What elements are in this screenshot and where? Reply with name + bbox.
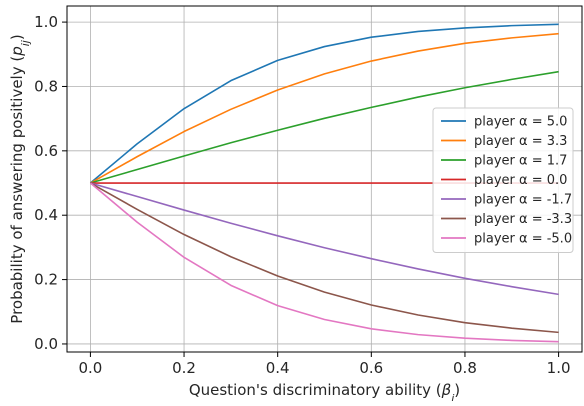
legend-label-6: player α = -5.0: [474, 232, 572, 247]
series-line-0: [89, 23, 559, 184]
plot-area-frame: [66, 5, 583, 353]
legend-label-4: player α = -1.7: [474, 193, 572, 208]
y-tick-label: 1.0: [34, 13, 58, 31]
series-lines: [89, 23, 559, 343]
x-tick-label: 0.0: [78, 359, 102, 377]
legend-label-0: player α = 5.0: [474, 115, 567, 130]
y-tick-label: 0.8: [34, 77, 58, 95]
y-tick-label: 0.4: [34, 206, 58, 224]
x-tick-label: 0.6: [359, 359, 383, 377]
y-tick-label: 0.0: [34, 335, 58, 353]
x-tick-label: 0.8: [453, 359, 477, 377]
legend-label-3: player α = 0.0: [474, 173, 567, 188]
legend-label-1: player α = 3.3: [474, 134, 567, 149]
y-axis-label: Probability of answering positively (pij…: [8, 34, 32, 323]
series-line-2: [90, 70, 559, 184]
legend-box: [432, 107, 574, 253]
x-tick-label: 0.2: [172, 359, 196, 377]
legend-label-2: player α = 1.7: [474, 154, 567, 169]
series-line-1: [90, 32, 559, 184]
series-line-5: [90, 182, 559, 334]
legend-label-5: player α = -3.3: [474, 212, 572, 227]
legend: player α = 5.0 player α = 3.3 player α = 1…: [432, 107, 574, 253]
ticks: 0.0 0.2 0.4 0.6 0.8 1.0 0.0 0.2 0.4 0.6 0.8 1.0: [34, 13, 570, 377]
y-tick-label: 0.6: [34, 142, 58, 160]
x-axis-label: Question's discriminatory ability (βj): [189, 381, 460, 401]
series-line-4: [90, 182, 559, 296]
x-tick-label: 1.0: [547, 359, 571, 377]
y-tick-label: 0.2: [34, 271, 58, 289]
series-line-6: [89, 182, 559, 343]
x-tick-label: 0.4: [266, 359, 290, 377]
